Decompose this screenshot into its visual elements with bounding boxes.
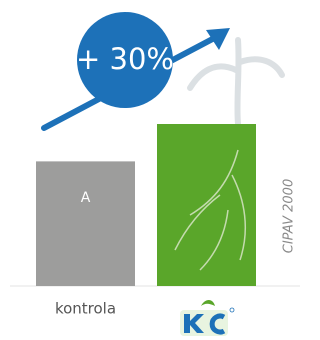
bar	[36, 161, 135, 286]
chart: + 30% CIPAV 2000 kontrola A	[0, 0, 311, 340]
source-label: CIPAV 2000	[282, 179, 297, 253]
ksc-logo	[180, 300, 234, 336]
plant-decoration	[190, 40, 282, 124]
bar-text: A	[81, 190, 91, 206]
x-tick-label: kontrola	[55, 300, 116, 318]
change-label: + 30%	[76, 42, 174, 76]
